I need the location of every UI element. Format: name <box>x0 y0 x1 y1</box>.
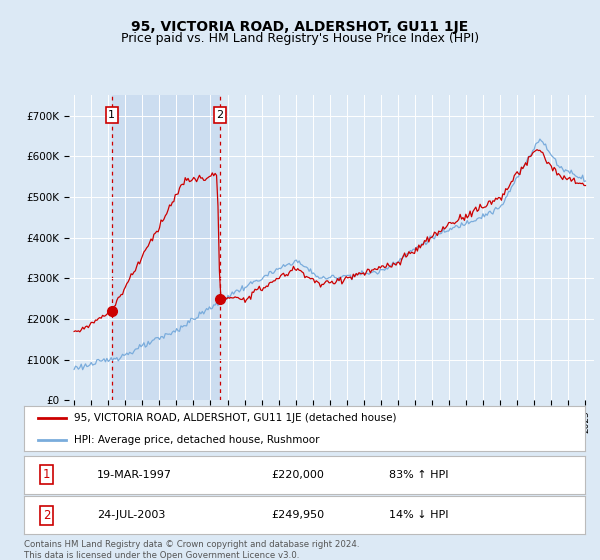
Text: 95, VICTORIA ROAD, ALDERSHOT, GU11 1JE: 95, VICTORIA ROAD, ALDERSHOT, GU11 1JE <box>131 20 469 34</box>
Bar <box>112 95 220 400</box>
Text: 2: 2 <box>43 508 50 522</box>
Text: 1: 1 <box>108 110 115 120</box>
Text: £220,000: £220,000 <box>271 470 324 480</box>
Text: 14% ↓ HPI: 14% ↓ HPI <box>389 510 448 520</box>
Text: £249,950: £249,950 <box>271 510 324 520</box>
Text: 95, VICTORIA ROAD, ALDERSHOT, GU11 1JE (detached house): 95, VICTORIA ROAD, ALDERSHOT, GU11 1JE (… <box>74 413 397 423</box>
Text: 19-MAR-1997: 19-MAR-1997 <box>97 470 172 480</box>
Text: 2: 2 <box>217 110 224 120</box>
Text: 83% ↑ HPI: 83% ↑ HPI <box>389 470 448 480</box>
Text: 1: 1 <box>43 468 50 482</box>
Text: HPI: Average price, detached house, Rushmoor: HPI: Average price, detached house, Rush… <box>74 435 320 445</box>
Text: Price paid vs. HM Land Registry's House Price Index (HPI): Price paid vs. HM Land Registry's House … <box>121 32 479 45</box>
Text: 24-JUL-2003: 24-JUL-2003 <box>97 510 166 520</box>
Text: Contains HM Land Registry data © Crown copyright and database right 2024.
This d: Contains HM Land Registry data © Crown c… <box>24 540 359 560</box>
